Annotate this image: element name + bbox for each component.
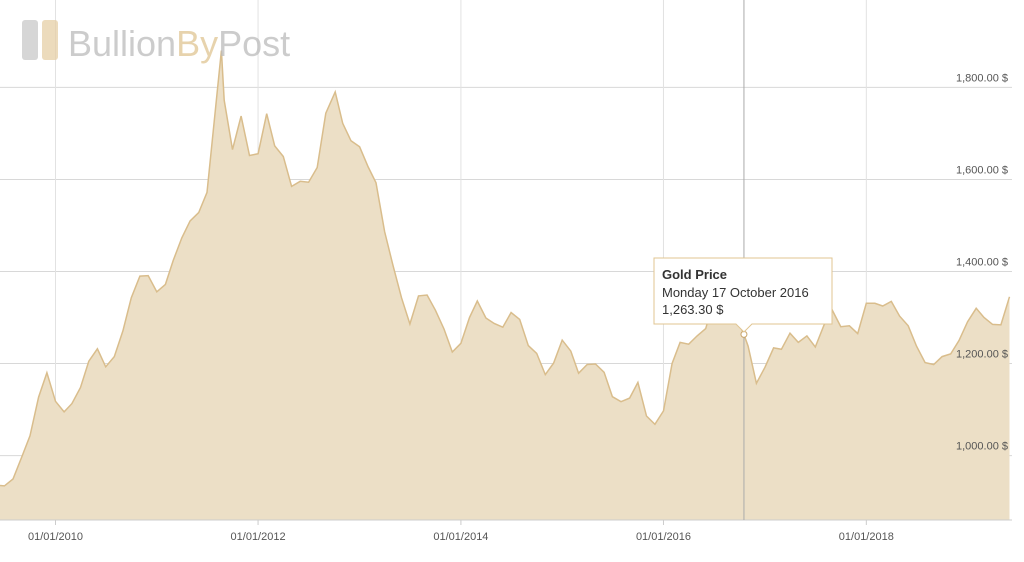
tooltip-date: Monday 17 October 2016 [662, 285, 809, 300]
tooltip-title: Gold Price [662, 267, 727, 282]
tooltip-value: 1,263.30 $ [662, 302, 724, 317]
y-tick-label: 1,400.00 $ [956, 257, 1008, 269]
plot [0, 50, 1011, 520]
y-tick-label: 1,600.00 $ [956, 164, 1008, 176]
logo-part: Bullion [68, 23, 176, 64]
tooltip: Gold Price Monday 17 October 2016 1,263.30… [653, 0, 833, 520]
x-tick-label: 01/01/2010 [28, 531, 83, 543]
logo-part: By [176, 23, 218, 64]
area [0, 50, 1010, 520]
x-tick-label: 01/01/2014 [433, 531, 488, 543]
axes: 1,000.00 $ 1,200.00 $ 1,400.00 $ 1,600.00 $… [0, 72, 1012, 543]
x-tick-label: 01/01/2012 [231, 531, 286, 543]
tooltip-box [653, 257, 833, 333]
x-tick-label: 01/01/2018 [839, 531, 894, 543]
y-tick-label: 1,800.00 $ [956, 72, 1008, 84]
x-tick-label: 01/01/2016 [636, 531, 691, 543]
y-tick-label: 1,000.00 $ [956, 441, 1008, 453]
logo: BullionByPost [22, 20, 290, 64]
logo-icon [42, 20, 58, 60]
line [0, 50, 1011, 487]
logo-text: BullionByPost [68, 23, 290, 64]
logo-icon [22, 20, 38, 60]
y-tick-label: 1,200.00 $ [956, 349, 1008, 361]
logo-part: Post [218, 23, 290, 64]
